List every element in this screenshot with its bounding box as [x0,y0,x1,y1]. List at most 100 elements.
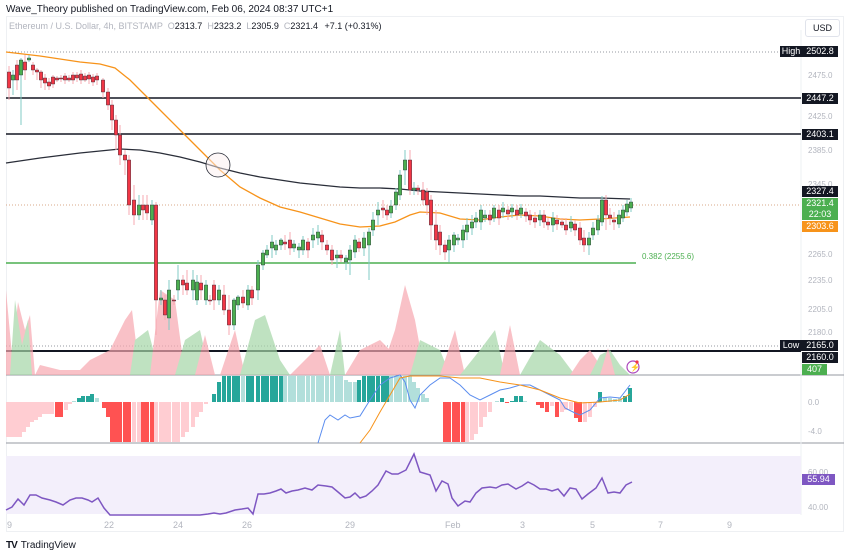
candle [538,214,542,221]
price-axis-ticks: 2475.0 2425.0 2385.0 2345.0 2265.0 2235.… [808,71,833,512]
macd-bar [81,396,85,402]
candle [573,223,577,231]
low-label-tag: Low [780,340,802,351]
candles [7,55,633,335]
close-value: 2321.4 [290,21,318,31]
symbol-legend: Ethereum / U.S. Dollar, 4h, BITSTAMP O23… [9,21,382,31]
candle [118,134,122,156]
candle [533,217,537,223]
candle [39,71,43,81]
candle [578,227,582,241]
candle [596,219,600,231]
candle [23,61,27,71]
level-2160-tag: 2160.0 [802,352,838,363]
candle [416,187,420,191]
candle [325,244,329,251]
candle [357,241,361,249]
macd-bar [301,376,305,402]
macd-bar [288,376,292,402]
macd-bar [6,402,10,437]
macd-bar [256,376,260,402]
candle [101,79,105,93]
candle [604,199,608,216]
candle [483,214,487,219]
candle [524,211,528,217]
cross-annotation-circle [205,152,231,178]
macd-bar [488,402,492,412]
candle [270,241,274,249]
macd-bar [628,388,632,402]
candle [587,237,591,246]
macd-bar [623,396,627,402]
macd-bar [222,376,226,402]
candle [546,221,550,226]
macd-bar [110,402,114,442]
candle [274,244,278,251]
macd-bar [297,376,301,402]
macd-bar [353,382,357,402]
time-axis-label: 26 [242,520,253,530]
macd-bar [348,382,352,402]
svg-text:2475.0: 2475.0 [808,71,833,80]
candle [335,254,339,259]
candle [447,239,451,251]
macd-bar [232,376,236,402]
macd-bar [14,402,18,437]
macd-bar [465,402,469,442]
candle [256,264,260,291]
high-label-tag: High [780,46,802,57]
last-price-tag: 2321.4 22:03 [802,198,838,220]
macd-bar [381,376,385,402]
time-axis-label: 9 [727,520,733,530]
time-axis-label: 24 [173,520,184,530]
candle [163,299,167,316]
svg-text:2235.0: 2235.0 [808,276,833,285]
candle [181,279,185,286]
time-axis-label: 9 [7,520,13,530]
macd-bar [598,392,602,402]
candle [582,237,586,246]
svg-text:60.00: 60.00 [808,468,829,477]
candle [488,214,492,221]
candle [55,77,59,81]
macd-bar [311,376,315,402]
candle [438,231,442,246]
candle [110,104,114,121]
macd-signal-line [359,375,631,444]
rsi-band [6,456,801,514]
candle [212,284,216,301]
svg-text:0.0: 0.0 [808,398,820,407]
candle [591,227,595,236]
ema50-line [5,51,631,228]
candle [301,239,305,251]
macd-bar [425,398,429,402]
macd-bar [212,394,216,402]
candle [288,239,292,249]
macd-bar [398,376,402,402]
level-2447-tag: 2447.2 [802,93,838,104]
macd-bar [371,376,375,402]
candle [320,234,324,243]
macd-bar [452,402,456,442]
candle [348,249,352,261]
macd-bar [536,402,540,405]
tradingview-logo-icon: TV [6,540,18,551]
macd-bar [560,402,564,412]
high-value-tag: 2502.8 [802,46,838,57]
candle [87,74,91,80]
macd-bar [555,402,559,417]
candle [250,289,254,299]
macd-bar [545,402,549,412]
macd-bar [362,376,366,402]
currency-button[interactable]: USD [805,19,840,37]
macd-bar [159,402,163,442]
macd-bar [176,402,180,442]
macd-bar [412,382,416,402]
candle [528,214,532,221]
macd-bar [132,402,136,442]
macd-bar [195,402,199,417]
candle [114,119,118,136]
time-axis-label: 3 [520,520,526,530]
candle [227,309,231,326]
